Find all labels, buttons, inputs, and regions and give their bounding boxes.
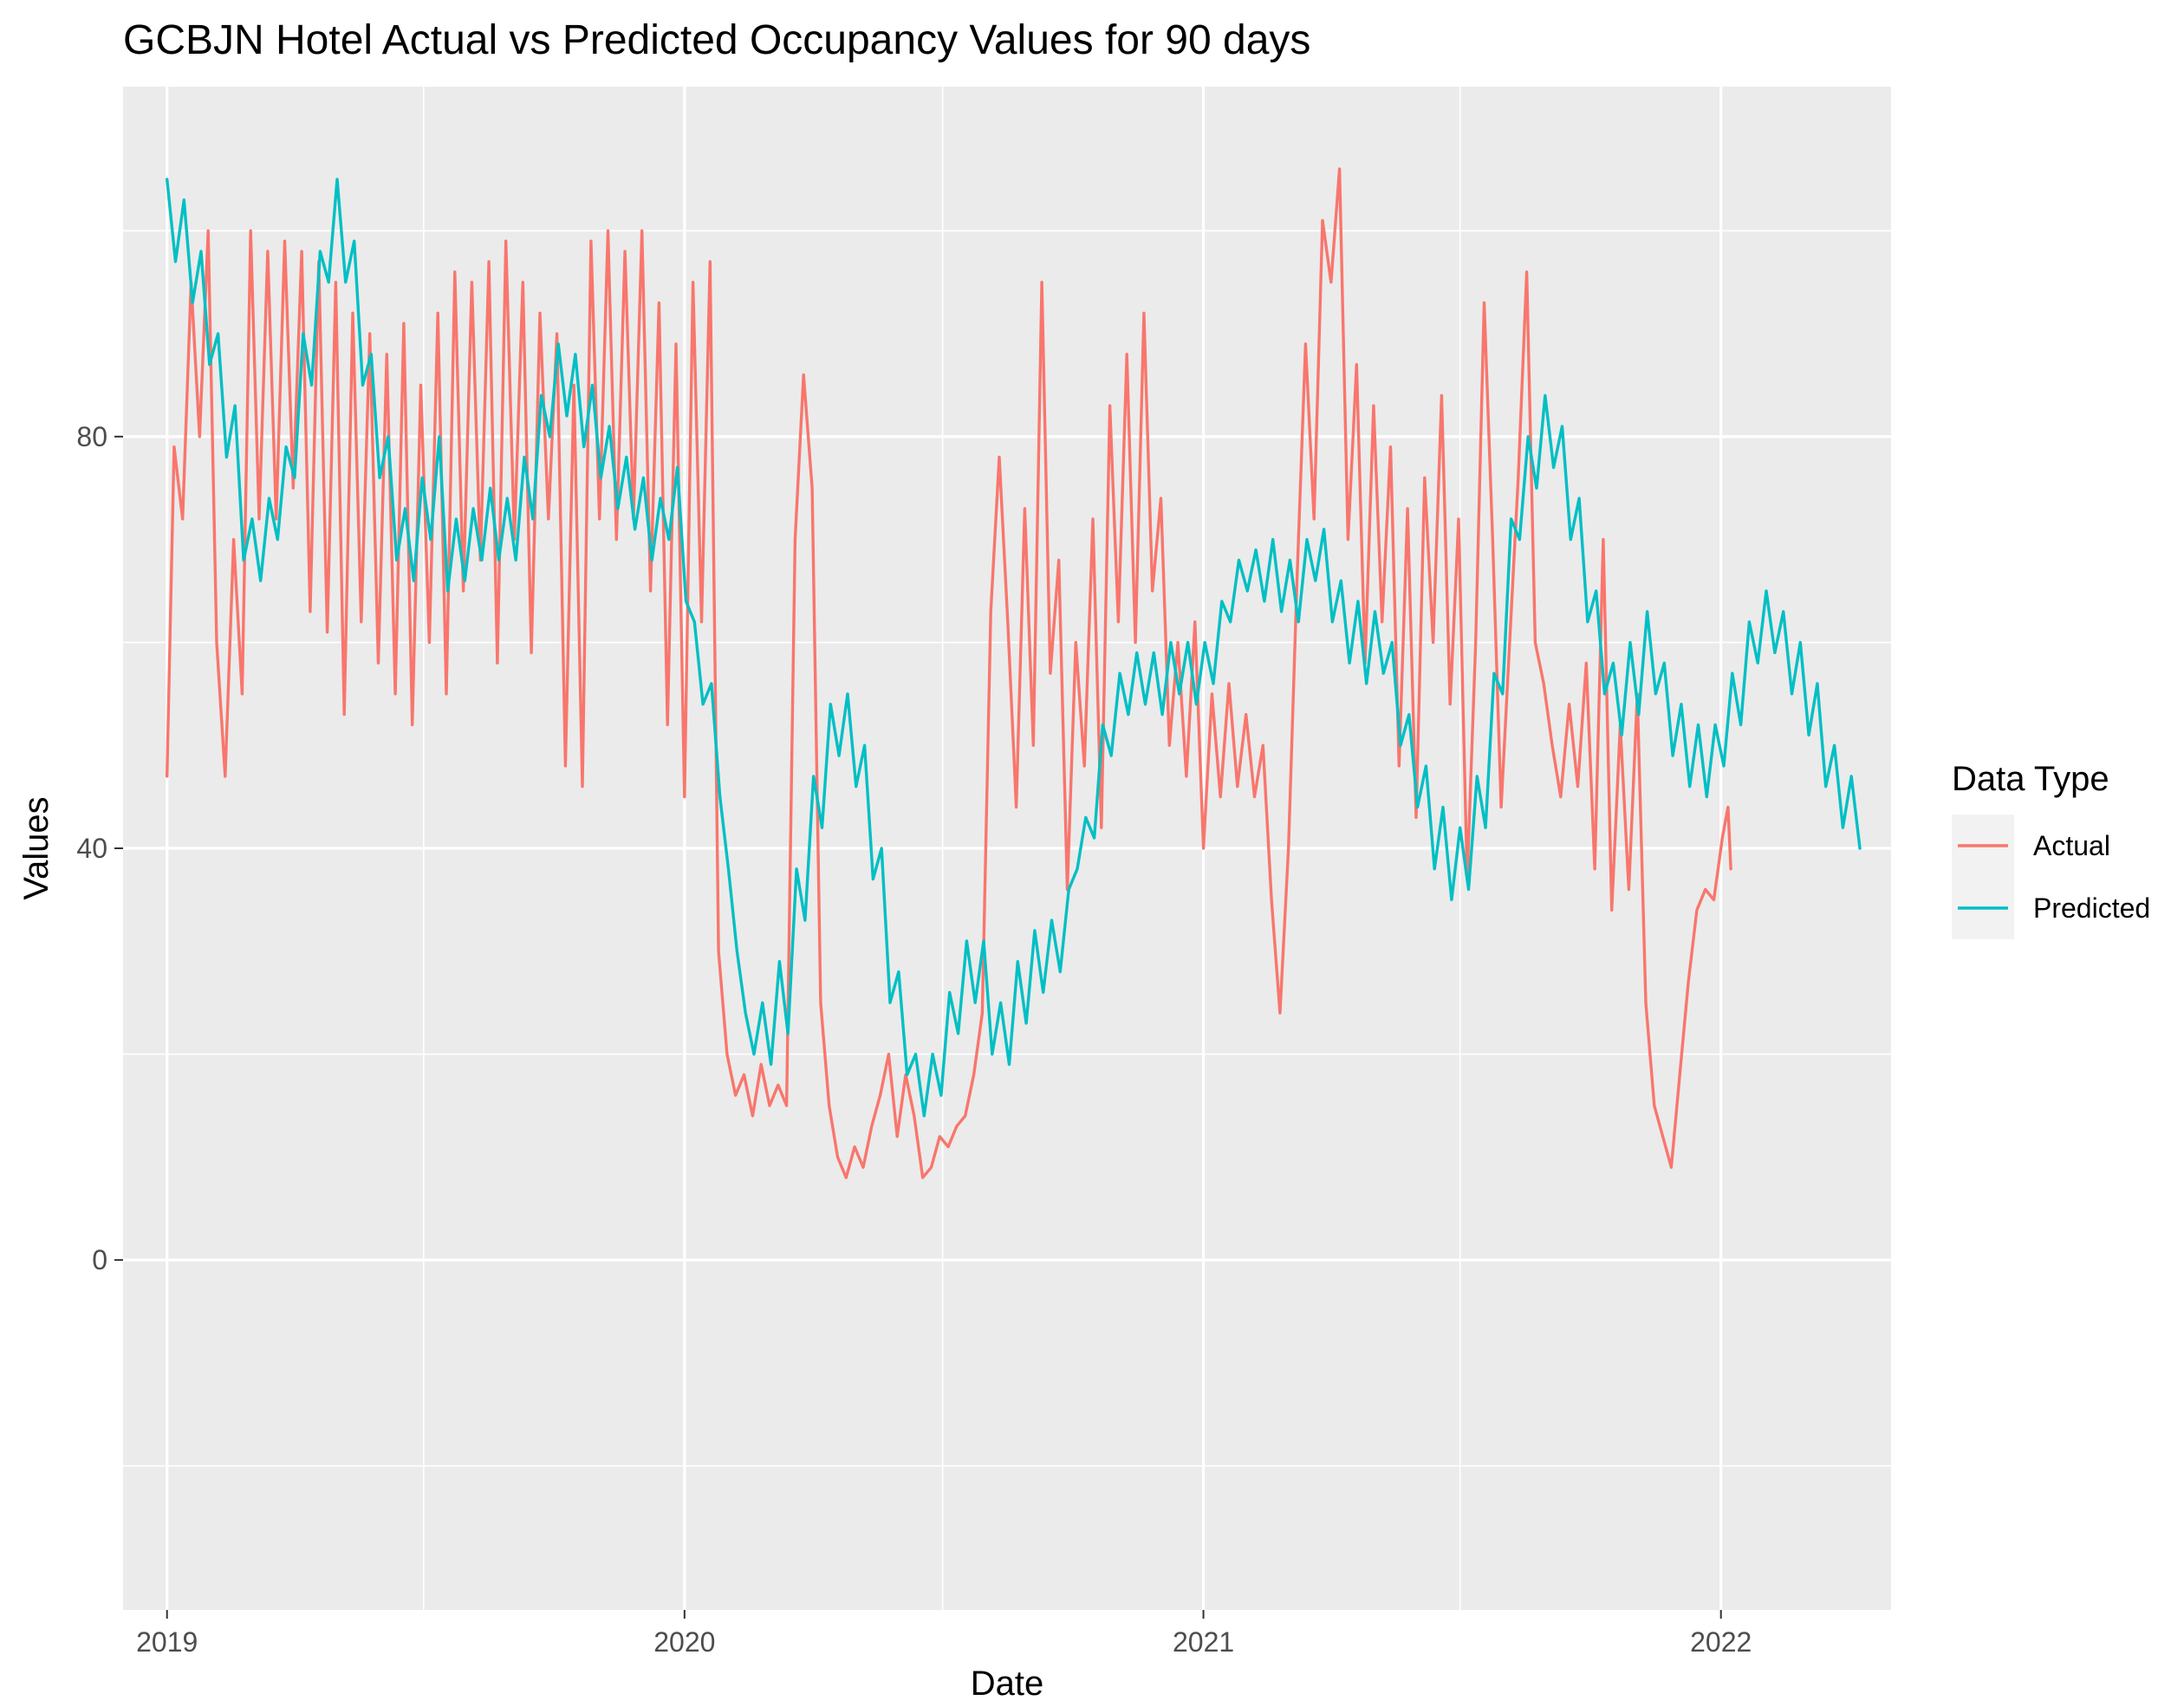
y-tick-label: 40	[76, 833, 107, 864]
x-tick-label: 2019	[136, 1626, 198, 1658]
legend-label-predicted: Predicted	[2033, 892, 2150, 924]
legend-label-actual: Actual	[2033, 830, 2110, 861]
legend: Data Type Actual Predicted	[1952, 760, 2150, 939]
series-lines	[165, 167, 1862, 1179]
series-line-predicted	[165, 178, 1862, 1118]
chart-title: GCBJN Hotel Actual vs Predicted Occupanc…	[123, 17, 1310, 63]
x-tick-label: 2020	[653, 1626, 715, 1658]
y-axis-title: Values	[17, 796, 55, 899]
x-tick-label: 2022	[1690, 1626, 1752, 1658]
x-tick-label: 2021	[1173, 1626, 1234, 1658]
series-line-actual	[165, 167, 1732, 1179]
y-axis: 0 40 80	[76, 421, 123, 1275]
y-tick-label: 80	[76, 421, 107, 452]
y-tick-label: 0	[92, 1244, 107, 1275]
x-axis-title: Date	[971, 1665, 1044, 1703]
x-axis: 2019 2020 2021 2022	[136, 1610, 1752, 1658]
legend-title: Data Type	[1952, 760, 2109, 798]
